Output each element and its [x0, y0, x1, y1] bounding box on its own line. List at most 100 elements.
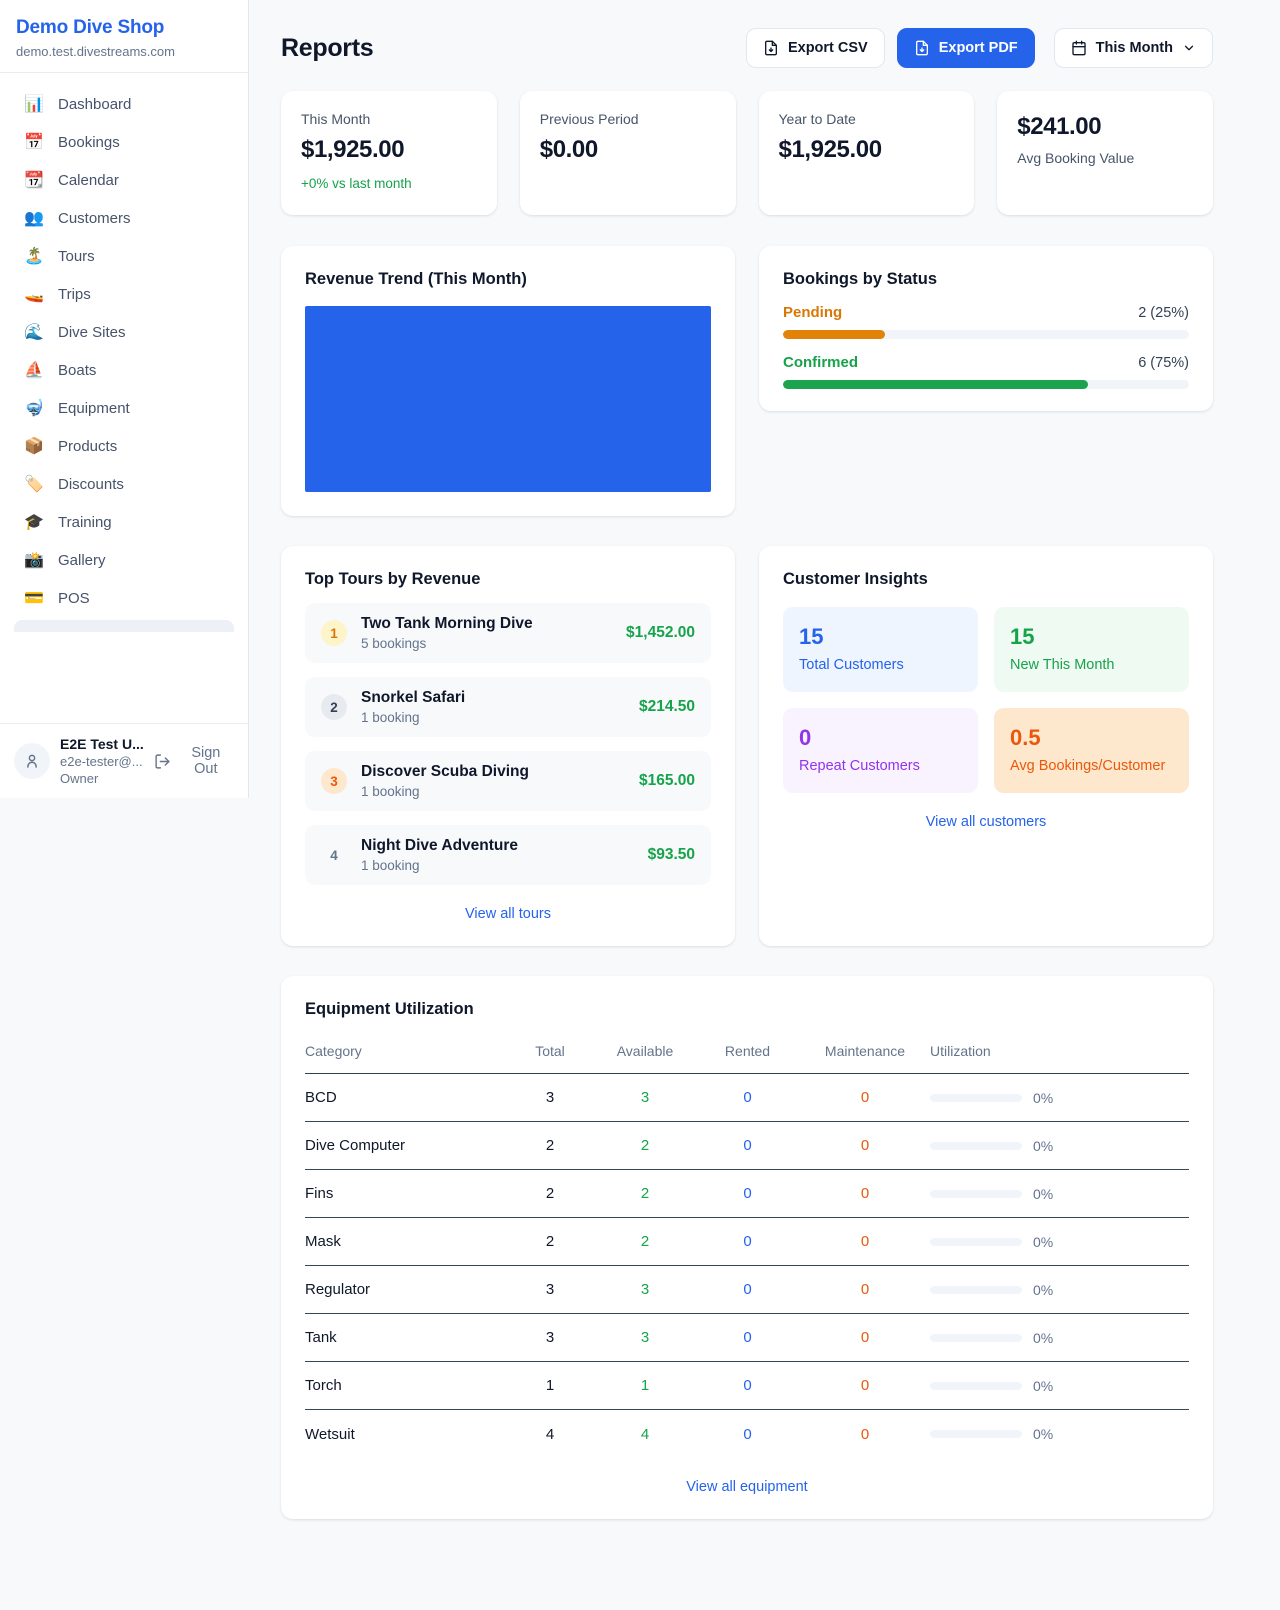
- utilization-bar-track: [930, 1093, 1022, 1102]
- export-csv-button[interactable]: Export CSV: [745, 28, 885, 68]
- insight-tile-avg-bookings: 0.5 Avg Bookings/Customer: [994, 708, 1189, 793]
- page-header: Reports Export CSV Export PDF This Month: [281, 28, 1213, 68]
- dashboard-icon: 📊: [24, 96, 44, 113]
- tour-row: 1 Two Tank Morning Dive 5 bookings $1,45…: [305, 603, 711, 663]
- col-category: Category: [305, 1043, 362, 1059]
- sidebar-item-customers[interactable]: 👥 Customers: [12, 199, 236, 237]
- user-meta: E2E Test U... e2e-tester@... Owner: [60, 736, 144, 786]
- col-rented: Rented: [724, 1043, 771, 1059]
- sidebar-item-discounts[interactable]: 🏷️ Discounts: [12, 465, 236, 503]
- tour-amount: $93.50: [647, 846, 695, 863]
- sidebar-item-gallery[interactable]: 📸 Gallery: [12, 541, 236, 579]
- export-pdf-button[interactable]: Export PDF: [896, 28, 1035, 68]
- equipment-utilization-title: Equipment Utilization: [305, 1000, 474, 1018]
- sidebar-item-training[interactable]: 🎓 Training: [12, 503, 236, 541]
- stat-value: $241.00: [1017, 113, 1102, 140]
- stat-label: This Month: [301, 111, 371, 127]
- sidebar-item-dive-sites[interactable]: 🌊 Dive Sites: [12, 313, 236, 351]
- equipment-maintenance: 0: [860, 1185, 870, 1202]
- utilization-cell: 0%: [930, 1426, 1189, 1442]
- equipment-available: 2: [640, 1233, 650, 1250]
- tour-bookings: 1 booking: [361, 858, 420, 873]
- equipment-table: Category Total Available Rented Maintena…: [305, 1031, 1189, 1458]
- stat-card-year-to-date: Year to Date $1,925.00: [758, 91, 975, 215]
- rank-badge: 4: [330, 847, 338, 863]
- chevron-down-icon: [1184, 45, 1194, 51]
- status-value: 6 (75%): [1138, 355, 1189, 371]
- equipment-available: 3: [640, 1329, 650, 1346]
- sidebar-item-bookings[interactable]: 📅 Bookings: [12, 123, 236, 161]
- user-role: Owner: [60, 771, 99, 786]
- bookings-by-status-title: Bookings by Status: [783, 270, 938, 288]
- utilization-cell: 0%: [930, 1234, 1189, 1250]
- utilization-bar-track: [930, 1141, 1022, 1150]
- sign-out-button[interactable]: Sign Out: [154, 745, 234, 777]
- period-dropdown[interactable]: This Month: [1053, 28, 1213, 68]
- status-label: Pending: [783, 304, 843, 321]
- content-row: Top Tours by Revenue 1 Two Tank Morning …: [281, 546, 1213, 946]
- tour-name: Snorkel Safari: [361, 689, 466, 706]
- sidebar-item-dashboard[interactable]: 📊 Dashboard: [12, 85, 236, 123]
- utilization-cell: 0%: [930, 1138, 1189, 1154]
- table-row: Tank 3 3 0 0 0%: [305, 1314, 1189, 1362]
- tour-bookings: 5 bookings: [361, 636, 427, 651]
- equipment-rented: 0: [743, 1185, 752, 1202]
- sidebar-item-products[interactable]: 📦 Products: [12, 427, 236, 465]
- equipment-available: 3: [640, 1089, 650, 1106]
- equipment-category: Torch: [305, 1377, 342, 1394]
- tour-amount: $214.50: [638, 698, 695, 715]
- status-row-confirmed: Confirmed 6 (75%): [783, 354, 1189, 389]
- sidebar-item-label: Boats: [58, 361, 97, 379]
- tour-name: Two Tank Morning Dive: [361, 615, 533, 632]
- equipment-available: 3: [640, 1281, 650, 1298]
- shop-subdomain: demo.test.divestreams.com: [16, 44, 175, 59]
- sidebar-item-trips[interactable]: 🚤 Trips: [12, 275, 236, 313]
- equipment-total: 2: [545, 1137, 555, 1154]
- user-panel: E2E Test U... e2e-tester@... Owner Sign …: [0, 723, 248, 798]
- view-all-tours-link[interactable]: View all tours: [305, 906, 711, 922]
- products-icon: 📦: [24, 438, 44, 455]
- status-bar-fill: [783, 380, 1088, 389]
- utilization-percent: 0%: [1033, 1377, 1054, 1394]
- file-down-icon: [915, 40, 928, 56]
- equipment-maintenance: 0: [860, 1137, 870, 1154]
- sidebar-item-label: Discounts: [58, 475, 124, 493]
- sidebar-item-boats[interactable]: ⛵ Boats: [12, 351, 236, 389]
- utilization-percent: 0%: [1033, 1185, 1054, 1202]
- equipment-available: 2: [640, 1185, 650, 1202]
- user-name: E2E Test U...: [60, 736, 144, 752]
- tile-value: 15: [799, 624, 824, 649]
- tile-label: Total Customers: [799, 657, 904, 673]
- customer-insights-title: Customer Insights: [783, 570, 928, 588]
- utilization-bar-track: [930, 1189, 1022, 1198]
- sidebar-item-equipment[interactable]: 🤿 Equipment: [12, 389, 236, 427]
- equipment-maintenance: 0: [860, 1425, 870, 1443]
- sidebar-header: Demo Dive Shop demo.test.divestreams.com: [0, 0, 248, 73]
- sidebar-item-pos[interactable]: 💳 POS: [12, 579, 236, 617]
- equipment-category: Dive Computer: [305, 1137, 406, 1154]
- trips-icon: 🚤: [24, 286, 44, 303]
- stat-value: $1,925.00: [778, 136, 883, 163]
- equipment-category: Tank: [305, 1329, 337, 1346]
- export-pdf-label: Export PDF: [938, 40, 1018, 56]
- insight-tile-total-customers: 15 Total Customers: [783, 607, 978, 692]
- sidebar-item-calendar[interactable]: 📆 Calendar: [12, 161, 236, 199]
- col-maintenance: Maintenance: [824, 1043, 906, 1059]
- page-title: Reports: [281, 33, 374, 62]
- equipment-rented: 0: [743, 1137, 752, 1154]
- sidebar-item-partial[interactable]: [14, 620, 234, 632]
- equipment-category: Regulator: [305, 1281, 371, 1298]
- sidebar-item-label: Trips: [58, 285, 91, 303]
- col-available: Available: [616, 1043, 674, 1059]
- table-row: Fins 2 2 0 0 0%: [305, 1170, 1189, 1218]
- calendar-icon: [1072, 40, 1086, 56]
- utilization-cell: 0%: [930, 1378, 1189, 1394]
- status-bar-fill: [783, 330, 885, 339]
- equipment-total: 4: [545, 1425, 555, 1443]
- view-all-customers-link[interactable]: View all customers: [783, 814, 1189, 830]
- sidebar-item-label: Gallery: [58, 551, 106, 569]
- view-all-equipment-link[interactable]: View all equipment: [305, 1479, 1189, 1495]
- utilization-bar-track: [930, 1430, 1022, 1438]
- sidebar-item-tours[interactable]: 🏝️ Tours: [12, 237, 236, 275]
- gallery-icon: 📸: [24, 552, 44, 569]
